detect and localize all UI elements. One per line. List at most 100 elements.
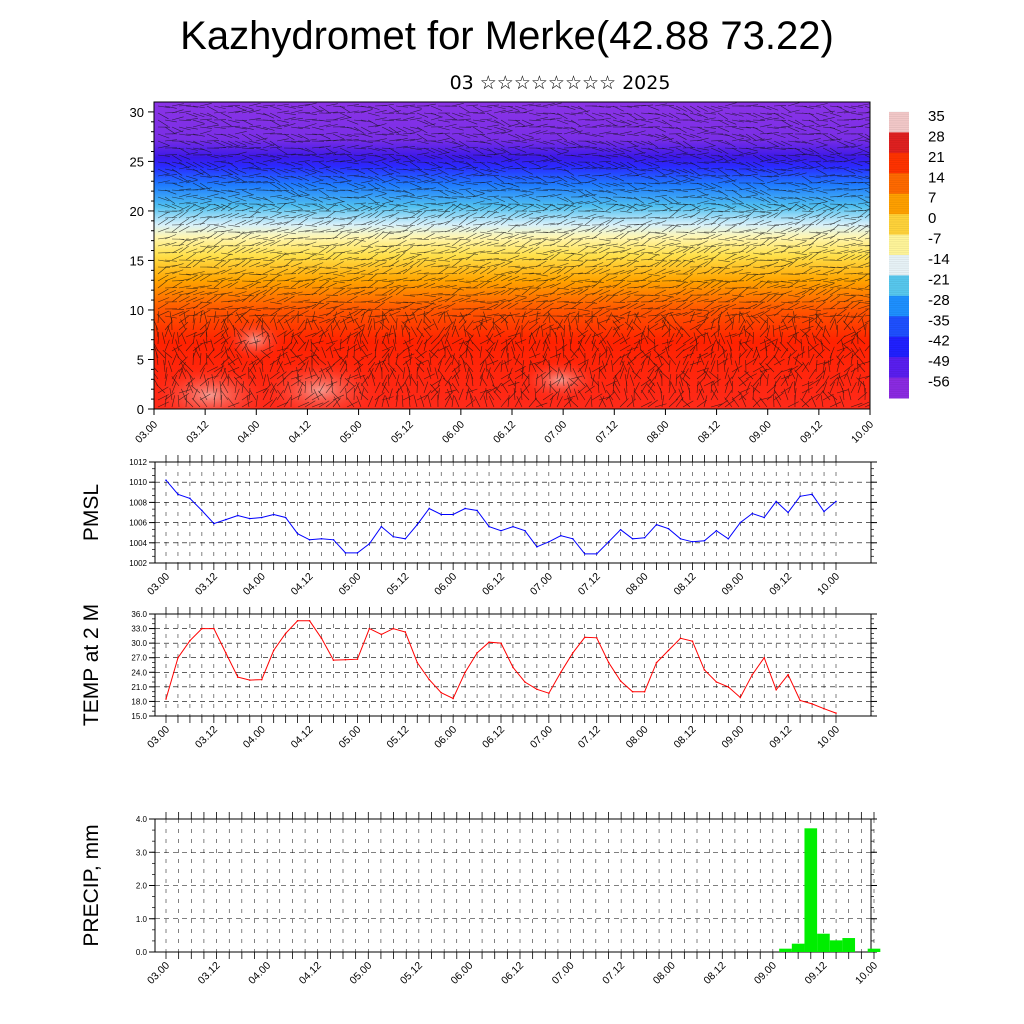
wind-barb bbox=[549, 282, 561, 289]
wind-barb bbox=[423, 233, 435, 240]
wind-barb bbox=[563, 360, 570, 373]
wind-barb bbox=[633, 112, 645, 119]
wind-barb bbox=[505, 346, 509, 359]
wind-barb bbox=[402, 317, 414, 324]
wind-barb bbox=[528, 317, 541, 324]
wind-barb bbox=[206, 295, 218, 303]
wind-barb bbox=[290, 194, 303, 198]
wind-barb bbox=[171, 154, 183, 162]
wind-barb bbox=[283, 153, 296, 156]
wind-barb bbox=[577, 166, 590, 170]
wind-barb bbox=[175, 339, 180, 352]
wind-barb bbox=[276, 268, 289, 275]
wind-barb bbox=[801, 328, 812, 338]
wind-barb bbox=[304, 153, 317, 156]
wind-barb bbox=[619, 131, 632, 135]
wind-barb bbox=[325, 342, 336, 352]
wind-barb bbox=[808, 154, 821, 157]
wind-barb bbox=[600, 340, 607, 352]
wind-barb bbox=[626, 154, 638, 162]
wind-barb bbox=[689, 211, 701, 219]
wind-barb bbox=[717, 358, 729, 366]
x-tick-label: 04.00 bbox=[241, 571, 268, 598]
wind-barb bbox=[507, 240, 520, 247]
wind-barb bbox=[171, 376, 180, 387]
wind-barb bbox=[717, 154, 729, 162]
wind-barb bbox=[451, 236, 464, 240]
wind-barb bbox=[521, 193, 534, 198]
wind-barb bbox=[773, 381, 777, 394]
wind-barb bbox=[507, 270, 520, 275]
wind-barb bbox=[647, 200, 660, 205]
wind-barb bbox=[689, 346, 696, 359]
wind-barb bbox=[479, 210, 490, 219]
wind-barb bbox=[829, 166, 842, 170]
wind-barb bbox=[402, 314, 415, 317]
wind-barb bbox=[239, 328, 250, 338]
wind-barb bbox=[297, 401, 310, 408]
wind-barb bbox=[444, 285, 457, 289]
wind-barb bbox=[205, 353, 208, 366]
wind-barb bbox=[346, 154, 358, 162]
wind-barb bbox=[367, 368, 374, 380]
wind-barb bbox=[304, 354, 317, 359]
wind-barb bbox=[246, 395, 250, 408]
wind-barb bbox=[815, 390, 824, 401]
wind-barb bbox=[829, 112, 842, 117]
wind-barb bbox=[850, 151, 863, 156]
wind-barb bbox=[780, 368, 793, 373]
wind-barb bbox=[304, 168, 317, 173]
wind-barb bbox=[374, 382, 381, 394]
wind-barb bbox=[511, 346, 516, 359]
wind-barb bbox=[570, 239, 582, 247]
wind-barb bbox=[549, 126, 562, 130]
wind-barb bbox=[227, 362, 236, 373]
heatmap-field bbox=[154, 102, 870, 409]
page-subtitle: 03 ☆☆☆☆☆☆☆☆ 2025 bbox=[449, 72, 671, 94]
wind-barb bbox=[598, 182, 611, 188]
wind-barb bbox=[255, 395, 258, 408]
wind-barb bbox=[423, 263, 436, 268]
wind-barb bbox=[766, 292, 779, 296]
wind-barb bbox=[864, 245, 870, 247]
wind-barb bbox=[478, 320, 488, 331]
wind-barb bbox=[717, 341, 726, 352]
wind-barb bbox=[759, 105, 772, 111]
wind-barb bbox=[234, 131, 247, 135]
wind-barb bbox=[521, 302, 533, 310]
wind-barb bbox=[598, 294, 609, 303]
wind-barb bbox=[493, 140, 505, 148]
wind-barb bbox=[304, 360, 309, 373]
wind-barb bbox=[423, 308, 434, 317]
wind-barb bbox=[325, 168, 338, 174]
wind-barb bbox=[729, 353, 733, 366]
wind-barb bbox=[483, 311, 488, 324]
wind-barb bbox=[178, 356, 188, 366]
wind-barb bbox=[286, 353, 292, 366]
wind-barb bbox=[459, 354, 467, 366]
wind-barb bbox=[387, 363, 397, 373]
wind-barb bbox=[856, 362, 866, 373]
wind-barb bbox=[654, 367, 659, 380]
wind-barb bbox=[262, 280, 273, 289]
wind-barb bbox=[465, 252, 478, 255]
wind-barb bbox=[402, 294, 415, 297]
wind-barb bbox=[829, 315, 842, 317]
wind-barb bbox=[577, 228, 590, 233]
wind-barb bbox=[787, 217, 800, 221]
wind-barb bbox=[353, 263, 366, 268]
wind-barb bbox=[416, 210, 427, 219]
wind-barb bbox=[850, 315, 863, 318]
wind-barb bbox=[479, 234, 492, 240]
wind-barb bbox=[486, 333, 494, 345]
wind-barb bbox=[724, 254, 736, 261]
wind-barb bbox=[262, 320, 271, 331]
wind-barb bbox=[320, 326, 327, 338]
wind-barb bbox=[234, 231, 245, 240]
wind-barb bbox=[485, 335, 495, 345]
wind-barb bbox=[556, 367, 560, 380]
wind-barb bbox=[850, 238, 863, 242]
wind-barb bbox=[766, 247, 779, 254]
wind-barb bbox=[374, 219, 386, 226]
wind-barb bbox=[864, 237, 870, 240]
